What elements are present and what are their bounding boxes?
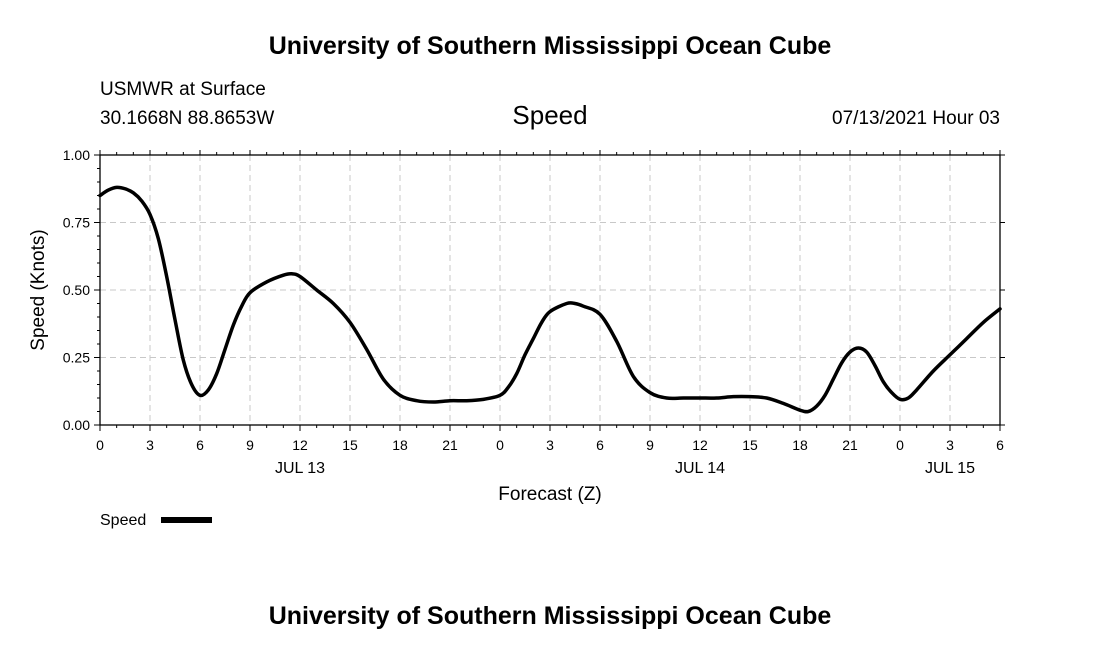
x-tick-label: 15 <box>342 437 358 453</box>
top-title: University of Southern Mississippi Ocean… <box>269 32 832 60</box>
date-label: JUL 13 <box>275 460 325 477</box>
x-tick-label: 21 <box>442 437 458 453</box>
x-tick-label: 12 <box>292 437 308 453</box>
x-tick-label: 18 <box>792 437 808 453</box>
legend: Speed <box>100 512 212 529</box>
chart-title: Speed <box>512 100 587 130</box>
x-tick-label: 18 <box>392 437 408 453</box>
x-axis-label: Forecast (Z) <box>498 484 601 505</box>
y-tick-label: 1.00 <box>63 147 90 163</box>
y-axis-label: Speed (Knots) <box>28 229 49 350</box>
axes: 0 3 6 9 12 15 18 21 0 3 6 9 12 15 18 21 0 3 6 0.00 0.25 0.50 0… <box>63 147 1005 477</box>
x-tick-label: 21 <box>842 437 858 453</box>
date-label: JUL 14 <box>675 460 725 477</box>
grid <box>100 155 1000 425</box>
x-tick-label: 9 <box>246 437 254 453</box>
x-tick-label: 6 <box>196 437 204 453</box>
x-tick-label: 12 <box>692 437 708 453</box>
y-tick-label: 0.00 <box>63 417 90 433</box>
timestamp-label: 07/13/2021 Hour 03 <box>832 108 1000 129</box>
x-tick-label: 6 <box>596 437 604 453</box>
y-tick-label: 0.50 <box>63 282 90 298</box>
coordinates-label: 30.1668N 88.8653W <box>100 108 274 129</box>
x-tick-label: 15 <box>742 437 758 453</box>
bottom-title: University of Southern Mississippi Ocean… <box>269 602 832 630</box>
x-tick-label: 3 <box>546 437 554 453</box>
x-tick-label: 3 <box>946 437 954 453</box>
x-tick-label: 9 <box>646 437 654 453</box>
x-tick-label: 0 <box>96 437 104 453</box>
series-layer <box>98 185 1002 414</box>
series-line-speed <box>98 185 1002 414</box>
x-tick-label: 0 <box>896 437 904 453</box>
y-tick-label: 0.25 <box>63 350 90 366</box>
date-label: JUL 15 <box>925 460 975 477</box>
legend-label: Speed <box>100 512 146 529</box>
x-tick-label: 6 <box>996 437 1004 453</box>
y-tick-label: 0.75 <box>63 215 90 231</box>
x-tick-label: 0 <box>496 437 504 453</box>
x-tick-label: 3 <box>146 437 154 453</box>
station-label: USMWR at Surface <box>100 79 266 100</box>
